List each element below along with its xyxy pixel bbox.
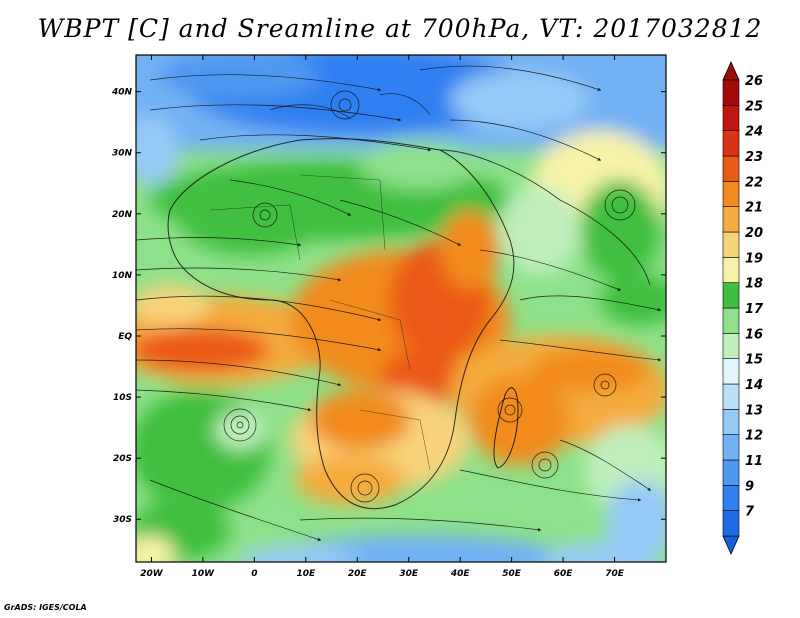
y-tick-label: 10N [112,271,133,281]
colorbar-label: 14 [745,378,763,393]
y-tick-label: 40N [111,88,133,98]
colorbar-label: 15 [745,353,763,368]
colorbar-label: 25 [745,99,763,114]
colorbar-label: 23 [745,150,763,165]
colorbar-label: 11 [745,454,763,469]
x-tick-label: 10W [192,569,216,579]
colorbar-label: 24 [745,125,763,140]
colorbar-swatch [722,257,740,283]
colorbar-swatch [722,383,740,410]
colorbar-label: 22 [745,175,763,190]
x-tick-label: 20E [348,569,368,579]
colorbar-swatch [722,409,740,435]
y-tick-label: 30N [112,149,133,159]
colorbar-swatch [722,485,740,511]
x-tick-label: 10E [296,569,316,579]
colorbar-label: 26 [745,74,763,89]
colorbar-label: 16 [745,327,763,342]
colorbar-high-arrow [722,61,740,81]
colorbar-label: 7 [745,505,755,520]
colorbar-label: 20 [745,226,763,241]
colorbar-label: 19 [745,251,763,266]
colorbar-label: 17 [745,302,764,317]
x-tick-label: 0 [251,569,257,579]
colorbar-swatch [722,282,740,309]
colorbar-swatch [722,181,740,207]
y-tick-label: 30S [113,515,132,525]
colorbar-low-arrow [722,535,740,555]
y-tick-label: EQ [118,332,132,342]
colorbar-swatch [722,231,740,258]
y-tick-label: 20N [112,210,133,220]
map-title: WBPT [C] and Sreamline at 700hPa, VT: 20… [37,14,763,43]
y-axis: 40N 30N 20N 10N EQ 10S 20S 30S [111,88,666,525]
colorbar-label: 12 [745,429,763,444]
colorbar-swatch [722,307,740,334]
colorbar: 7 9 11 12 13 14 15 16 17 18 19 20 21 22 23 24 25 26 [722,61,764,555]
colorbar-swatch [722,510,740,537]
x-axis: 20W 10W 0 10E 20E 30E 40E 50E 60E 70E [140,55,625,579]
colorbar-swatch [722,434,740,461]
colorbar-label: 9 [745,479,754,494]
colorbar-swatch [722,79,740,106]
colorbar-swatch [722,358,740,385]
x-tick-label: 60E [554,569,574,579]
y-tick-label: 20S [113,454,132,464]
colorbar-label: 21 [745,201,763,216]
colorbar-swatch [722,333,740,359]
y-tick-label: 10S [113,393,132,403]
colorbar-swatch [722,105,740,131]
wbpt-field [136,55,666,562]
streamlines [136,65,662,541]
x-tick-label: 30E [399,569,419,579]
map-frame [135,54,667,563]
colorbar-swatch [722,155,740,182]
colorbar-label: 18 [745,277,763,292]
colorbar-swatch [722,459,740,486]
x-tick-label: 70E [605,569,625,579]
colorbar-swatch [722,206,740,233]
x-tick-label: 20W [140,569,164,579]
grads-credit: GrADS: IGES/COLA [4,603,87,612]
x-tick-label: 50E [502,569,522,579]
colorbar-swatch [722,130,740,157]
x-tick-label: 40E [450,569,471,579]
colorbar-label: 13 [745,403,763,418]
